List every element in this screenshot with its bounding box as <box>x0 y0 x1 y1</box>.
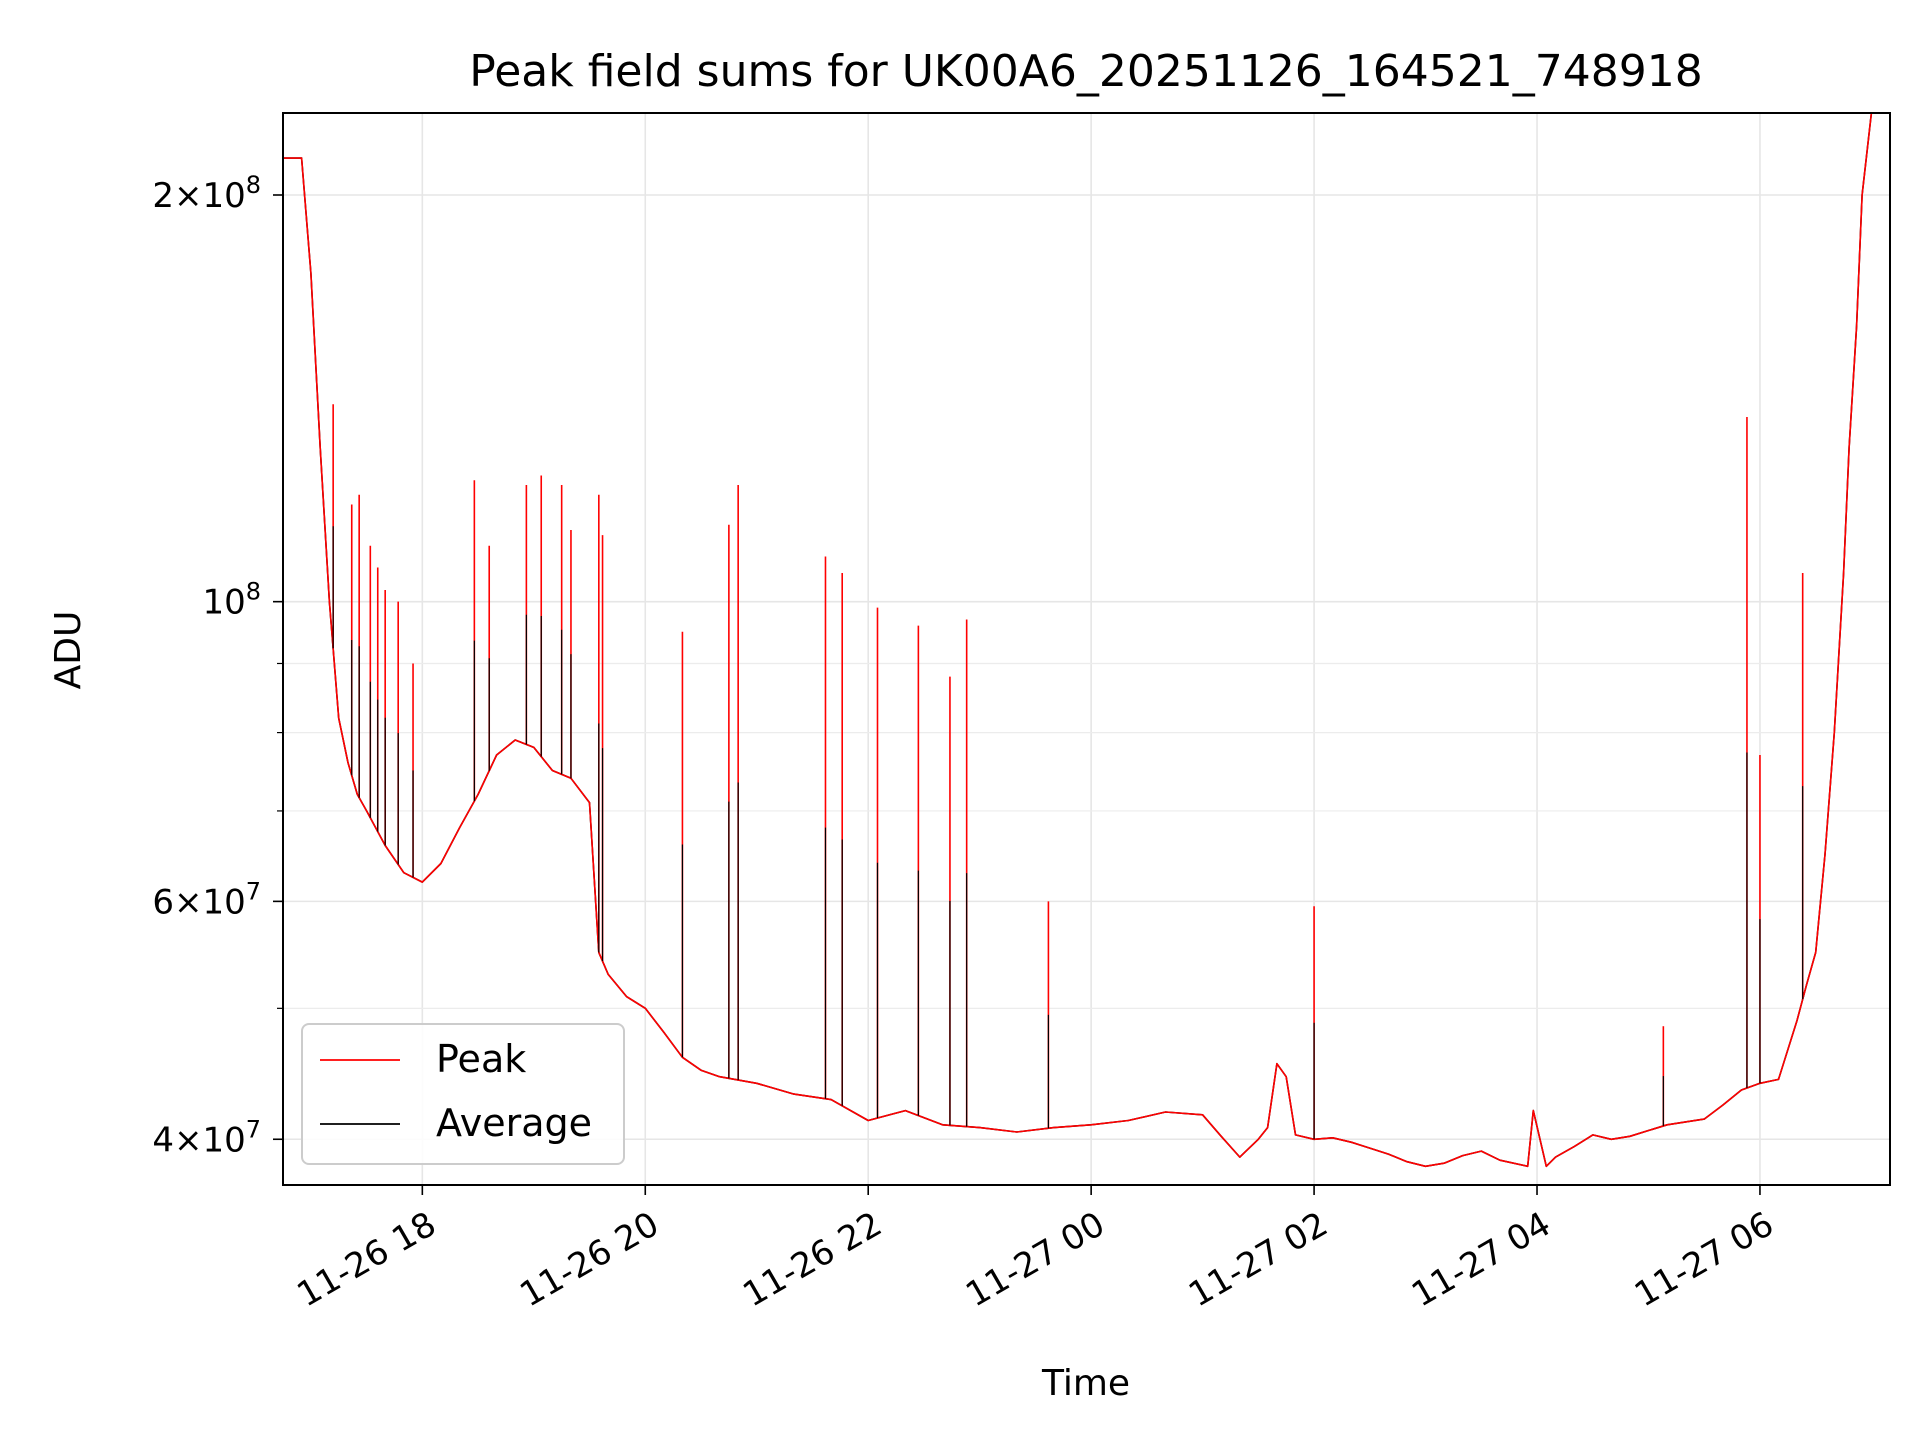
y-tick-label: 6×107 <box>152 877 261 922</box>
y-tick-label: 108 <box>202 578 261 623</box>
x-axis-label: Time <box>1041 1363 1130 1404</box>
y-tick-label: 4×107 <box>152 1115 261 1160</box>
plot-area-background <box>283 113 1890 1185</box>
legend-box <box>301 1023 625 1165</box>
legend-label-peak: Peak <box>436 1037 526 1081</box>
y-tick-label: 2×108 <box>152 171 261 216</box>
y-axis-label: ADU <box>48 611 89 690</box>
series-layer <box>283 112 1890 1168</box>
series-line-peak <box>283 112 1890 1168</box>
legend-label-average: Average <box>436 1101 592 1145</box>
legend: Peak Average <box>301 1023 625 1165</box>
plot-frame <box>282 112 1891 1186</box>
peak-spikes <box>332 404 1804 1140</box>
chart-title: Peak field sums for UK00A6_20251126_1645… <box>469 46 1702 97</box>
